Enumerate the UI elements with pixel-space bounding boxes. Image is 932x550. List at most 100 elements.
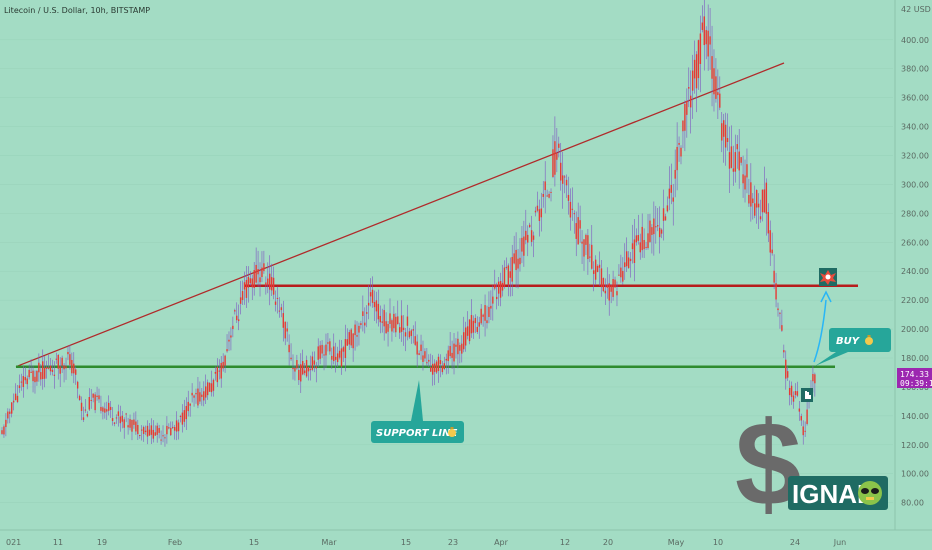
candle-body	[404, 332, 407, 337]
candle-body	[625, 251, 628, 267]
y-axis-top-label: 42 USD	[901, 5, 931, 14]
candle-body	[269, 273, 271, 290]
candle-body	[327, 342, 329, 344]
candle-body	[703, 16, 705, 46]
candle-body	[67, 351, 69, 355]
x-tick-label: 12	[560, 538, 570, 547]
candle-body	[717, 92, 719, 96]
candle-body	[344, 339, 347, 358]
candle-body	[651, 227, 653, 235]
candle-body	[695, 54, 698, 89]
support-line-label: SUPPORT LINE	[376, 428, 457, 439]
candle-body	[43, 367, 46, 379]
candle-body	[228, 339, 230, 342]
candle-body	[519, 257, 521, 265]
candle-body	[596, 266, 599, 273]
signal-watermark: $ IGNAL	[735, 397, 888, 531]
candle-body	[666, 205, 669, 212]
candle-body	[111, 418, 114, 421]
candle-body	[179, 415, 182, 417]
candle-body	[340, 348, 343, 367]
candle-body	[579, 220, 581, 229]
candle-body	[604, 290, 607, 294]
candle-body	[655, 226, 657, 228]
candle-body	[732, 168, 735, 172]
candle-body	[610, 285, 612, 292]
candle-body	[28, 369, 30, 378]
candle-body	[484, 305, 486, 321]
candle-body	[325, 344, 327, 356]
candle-body	[763, 189, 766, 213]
candle-body	[476, 326, 478, 332]
candle-body	[399, 327, 401, 333]
candle-body	[375, 300, 378, 312]
candle-body	[276, 297, 279, 299]
candle-body	[501, 282, 504, 291]
y-axis[interactable]: 42 USD 80.00100.00120.00140.00160.00180.…	[901, 5, 931, 508]
candle-body	[129, 419, 131, 428]
candle-body	[412, 329, 414, 331]
price-tag-box	[897, 368, 932, 388]
candle-body	[168, 427, 170, 429]
candle-body	[73, 363, 75, 374]
candle-body	[113, 422, 116, 424]
candle-body	[664, 216, 667, 221]
candle-body	[453, 343, 455, 362]
candle-body	[14, 393, 17, 401]
candle-body	[428, 359, 430, 362]
candle-body	[356, 335, 358, 337]
candle-body	[505, 266, 508, 268]
candle-body	[257, 269, 259, 275]
buy-callout[interactable]: BUY	[815, 328, 891, 366]
money-bag-body	[448, 429, 456, 437]
candle-body	[536, 205, 539, 211]
candle-body	[218, 370, 220, 372]
candle-body	[84, 409, 87, 411]
x-tick-label: 021	[6, 538, 21, 547]
candle-body	[278, 310, 281, 312]
candle-body	[389, 313, 391, 324]
y-tick-label: 320.00	[901, 152, 929, 161]
candle-body	[746, 164, 748, 178]
candle-body	[154, 432, 156, 436]
candle-body	[755, 190, 758, 208]
candle-body	[395, 316, 397, 333]
candle-body	[102, 407, 104, 412]
candle-body	[730, 146, 733, 168]
candle-body	[152, 429, 155, 439]
candle-body	[336, 353, 339, 363]
candle-body	[744, 175, 746, 190]
candle-body	[486, 320, 488, 324]
candle-body	[350, 329, 352, 346]
candle-body	[414, 336, 416, 345]
candle-body	[96, 395, 98, 397]
candle-body	[530, 230, 533, 242]
candle-body	[381, 321, 383, 323]
candle-body	[614, 279, 616, 288]
candle-body	[377, 303, 380, 320]
candle-body	[245, 279, 248, 298]
x-tick-label: 19	[97, 538, 107, 547]
candle-body	[313, 360, 316, 365]
candle-body	[633, 239, 636, 263]
candle-body	[366, 312, 368, 314]
candle-body	[82, 417, 85, 420]
x-axis[interactable]: 021 11 19 Feb 15 Mar 15 23 Apr 12 20 May 10 24 Jun	[6, 538, 846, 547]
candle-body	[556, 152, 558, 160]
candle-body	[7, 411, 9, 419]
candle-body	[298, 369, 300, 381]
candle-body	[86, 414, 89, 417]
candle-body	[329, 341, 331, 352]
x-tick-label: 15	[401, 538, 411, 547]
candle-body	[496, 296, 498, 300]
candle-body	[121, 415, 123, 422]
y-tick-label: 100.00	[901, 470, 929, 479]
x-tick-label: Mar	[321, 538, 337, 547]
candle-body	[517, 258, 519, 269]
candle-body	[220, 362, 222, 379]
support-line-callout[interactable]: SUPPORT LINE	[371, 380, 464, 443]
candle-body	[750, 182, 752, 207]
candle-body	[224, 355, 226, 366]
candle-body	[127, 425, 129, 428]
